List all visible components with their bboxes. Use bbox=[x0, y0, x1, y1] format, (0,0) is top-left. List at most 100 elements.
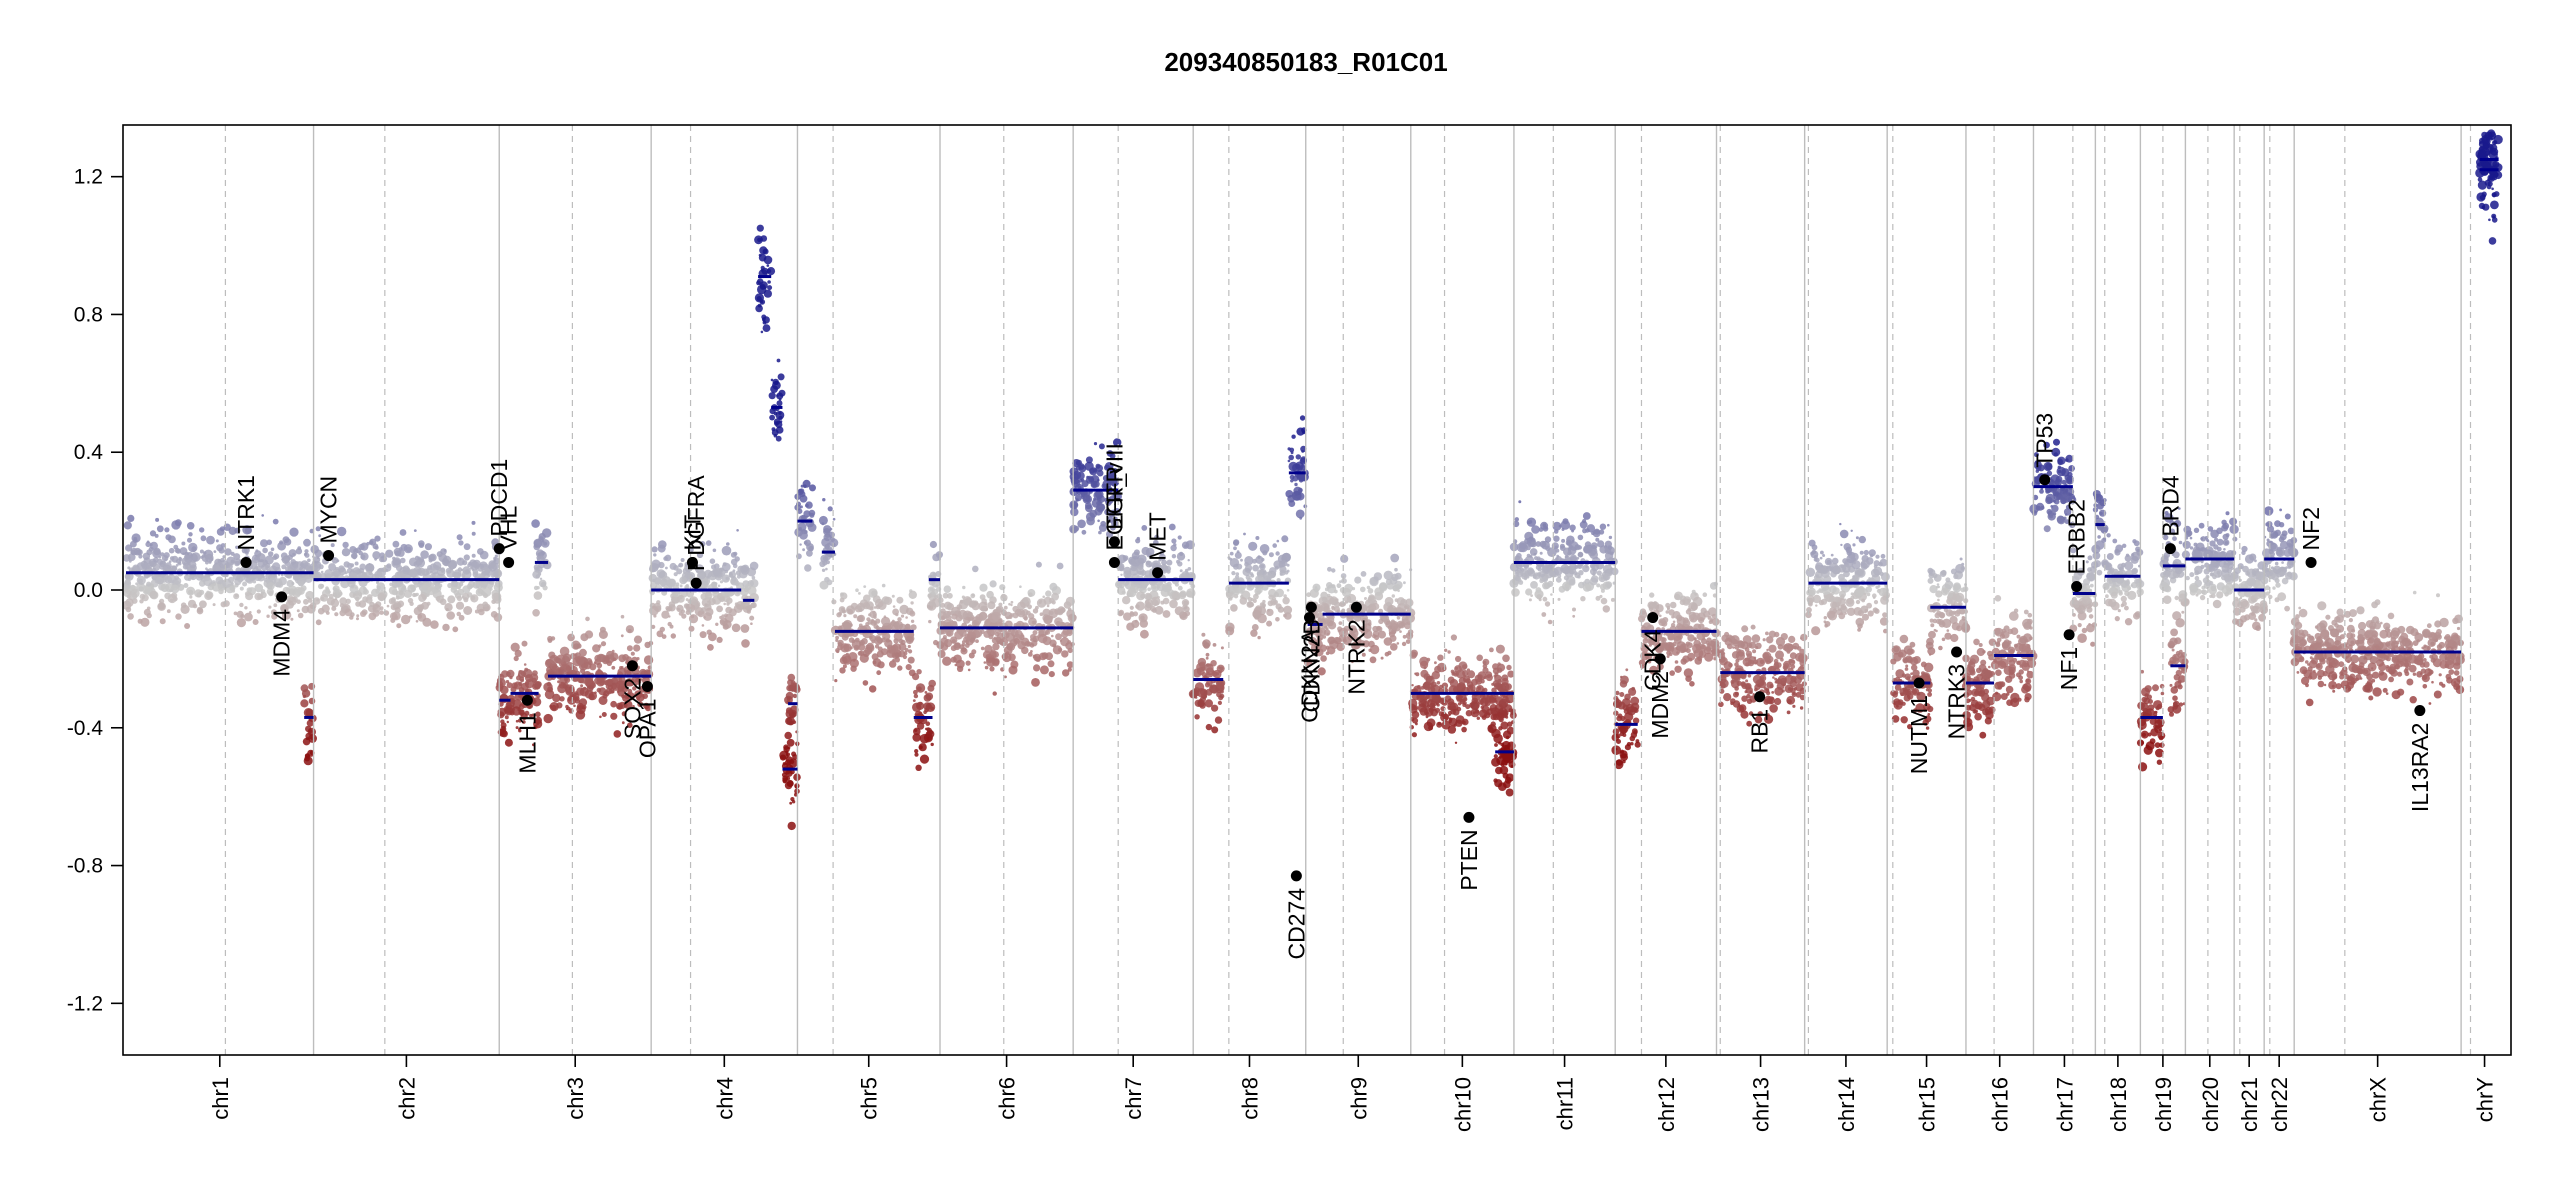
probe-point bbox=[346, 568, 353, 574]
probe-point bbox=[799, 543, 802, 546]
probe-point bbox=[1553, 529, 1559, 534]
probe-point bbox=[951, 639, 956, 644]
probe-point bbox=[372, 604, 381, 613]
probe-point bbox=[212, 603, 216, 607]
probe-point bbox=[1369, 656, 1377, 664]
probe-point bbox=[1573, 571, 1578, 576]
probe-point bbox=[1114, 516, 1118, 521]
probe-point bbox=[1399, 630, 1402, 633]
probe-point bbox=[506, 720, 509, 724]
probe-point bbox=[935, 584, 939, 587]
probe-point bbox=[632, 686, 637, 691]
probe-point bbox=[630, 651, 635, 656]
probe-point bbox=[281, 556, 290, 564]
probe-point bbox=[617, 667, 627, 677]
probe-point bbox=[357, 589, 361, 593]
probe-point bbox=[916, 701, 925, 711]
probe-point bbox=[1808, 539, 1816, 547]
probe-point bbox=[135, 582, 139, 586]
probe-point bbox=[1562, 566, 1571, 575]
probe-point bbox=[971, 649, 977, 655]
probe-point bbox=[455, 601, 465, 610]
probe-point bbox=[242, 525, 252, 535]
probe-point bbox=[665, 566, 668, 570]
probe-point bbox=[1411, 732, 1417, 738]
probe-point bbox=[1624, 744, 1631, 751]
probe-point bbox=[1831, 591, 1835, 596]
probe-point bbox=[1752, 649, 1757, 654]
probe-point bbox=[297, 612, 304, 619]
probe-point bbox=[1389, 631, 1395, 638]
probe-point bbox=[477, 548, 484, 555]
probe-point bbox=[1454, 741, 1458, 744]
probe-point bbox=[422, 584, 429, 591]
probe-point bbox=[914, 752, 919, 757]
probe-point bbox=[613, 730, 622, 738]
probe-point bbox=[395, 590, 405, 600]
probe-point bbox=[1582, 583, 1592, 592]
probe-point bbox=[723, 602, 726, 606]
probe-point bbox=[1078, 485, 1082, 490]
probe-point bbox=[463, 554, 470, 561]
probe-point bbox=[478, 608, 485, 616]
probe-point bbox=[1568, 579, 1576, 586]
probe-point bbox=[1160, 600, 1165, 605]
probe-point bbox=[1280, 560, 1288, 567]
probe-point bbox=[1659, 614, 1662, 618]
probe-point bbox=[155, 517, 160, 522]
probe-point bbox=[188, 589, 194, 595]
probe-point bbox=[1582, 519, 1587, 524]
probe-point bbox=[543, 541, 548, 546]
probe-point bbox=[1027, 652, 1033, 657]
probe-point bbox=[676, 568, 683, 575]
probe-point bbox=[643, 655, 654, 665]
probe-point bbox=[1798, 653, 1808, 663]
probe-point bbox=[594, 691, 597, 694]
probe-point bbox=[1233, 546, 1237, 551]
probe-point bbox=[596, 653, 606, 662]
probe-point bbox=[304, 552, 310, 558]
probe-point bbox=[1595, 537, 1600, 542]
probe-point bbox=[1250, 629, 1258, 637]
probe-point bbox=[1201, 632, 1206, 637]
probe-point bbox=[254, 566, 257, 569]
probe-point bbox=[1396, 620, 1404, 629]
probe-point bbox=[196, 607, 204, 615]
probe-point bbox=[1691, 589, 1696, 594]
probe-point bbox=[272, 518, 279, 525]
probe-point bbox=[209, 560, 212, 563]
probe-point bbox=[334, 612, 339, 617]
probe-point bbox=[1045, 652, 1053, 661]
probe-point bbox=[869, 685, 877, 693]
probe-point bbox=[1569, 554, 1577, 562]
probe-point bbox=[854, 637, 860, 643]
probe-point bbox=[634, 690, 643, 699]
probe-point bbox=[418, 540, 425, 547]
probe-point bbox=[186, 552, 190, 556]
probe-point bbox=[721, 545, 732, 556]
probe-point bbox=[726, 542, 730, 546]
probe-point bbox=[289, 527, 299, 537]
probe-point bbox=[1029, 643, 1035, 648]
probe-point bbox=[928, 679, 936, 688]
probe-point bbox=[474, 609, 479, 614]
probe-point bbox=[212, 564, 221, 573]
probe-point bbox=[1711, 628, 1721, 638]
probe-point bbox=[392, 540, 400, 548]
probe-point bbox=[1369, 644, 1380, 655]
probe-point bbox=[991, 611, 1001, 621]
probe-point bbox=[533, 538, 543, 548]
probe-point bbox=[290, 559, 297, 565]
probe-point bbox=[1734, 644, 1740, 650]
probe-point bbox=[1768, 644, 1777, 653]
probe-point bbox=[356, 614, 360, 618]
probe-point bbox=[1741, 695, 1748, 702]
probe-point bbox=[757, 284, 767, 295]
probe-point bbox=[1093, 442, 1098, 446]
probe-point bbox=[1046, 604, 1050, 608]
probe-point bbox=[610, 712, 618, 720]
probe-point bbox=[1730, 701, 1734, 706]
probe-point bbox=[273, 553, 280, 560]
probe-point bbox=[1294, 482, 1298, 487]
probe-point bbox=[729, 571, 733, 576]
